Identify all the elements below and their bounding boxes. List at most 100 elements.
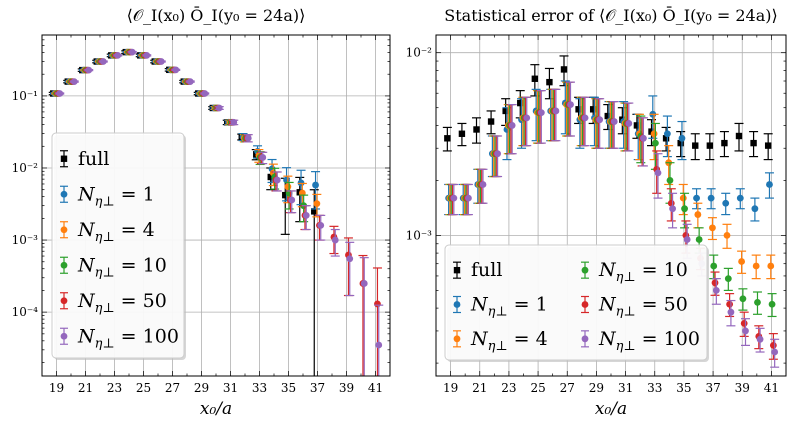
x-tick-label: 19 <box>443 381 458 395</box>
legend-entry-n10: Nη⊥ = 10 <box>581 259 688 285</box>
x-tick-label: 19 <box>49 381 64 395</box>
data-point <box>502 107 509 115</box>
data-point <box>712 287 720 294</box>
data-point <box>768 300 776 308</box>
data-point <box>723 232 731 239</box>
data-point <box>767 262 775 270</box>
data-point <box>722 199 730 207</box>
y-tick-label: 10⁻¹ <box>12 89 38 103</box>
x-tick-label: 37 <box>310 381 325 395</box>
x-tick-label: 41 <box>368 381 383 395</box>
data-point <box>444 135 451 142</box>
data-point <box>663 130 671 138</box>
data-point <box>465 194 472 202</box>
data-point <box>669 205 676 213</box>
data-point <box>215 104 223 112</box>
legend-entry-n100: Nη⊥ = 100 <box>60 325 179 351</box>
legend-label: full <box>471 259 502 281</box>
data-point <box>581 114 589 122</box>
legend-label: full <box>78 148 109 170</box>
legend-marker <box>60 190 68 198</box>
legend-label: Nη⊥ = 50 <box>77 290 167 316</box>
data-point <box>662 135 670 142</box>
x-tick-label: 33 <box>647 381 662 395</box>
series-n100 <box>55 48 384 376</box>
data-point <box>302 211 310 219</box>
data-point <box>508 122 516 129</box>
data-point <box>752 262 760 270</box>
data-point <box>771 348 779 356</box>
legend-label: Nη⊥ = 100 <box>598 328 700 354</box>
legend-label: Nη⊥ = 100 <box>77 325 179 351</box>
data-point <box>70 78 78 85</box>
x-axis-label-2: x₀/a <box>595 399 627 419</box>
legend-label: Nη⊥ = 50 <box>598 294 688 320</box>
data-point <box>751 205 759 213</box>
x-tick-label: 27 <box>165 381 180 395</box>
data-point <box>726 300 734 308</box>
data-point <box>710 262 718 270</box>
x-tick-label: 31 <box>618 381 633 395</box>
legend-marker <box>453 335 461 343</box>
data-point <box>596 116 604 124</box>
data-point <box>769 341 777 349</box>
data-point <box>537 109 545 117</box>
data-point <box>284 183 292 191</box>
data-point <box>650 130 658 138</box>
data-point <box>331 236 339 244</box>
x-tick-label: 23 <box>107 381 122 395</box>
legend-entry-full: full <box>453 259 502 281</box>
data-point <box>589 106 597 113</box>
data-point <box>666 177 674 184</box>
x-tick-label: 41 <box>764 381 779 395</box>
data-point <box>756 335 764 343</box>
data-point <box>450 194 458 202</box>
legend-box <box>444 244 708 361</box>
data-point <box>273 176 281 184</box>
legend-box <box>51 132 185 359</box>
chart-title-2: Statistical error of ⟨𝒪_I(x₀) Ō_I(y₀ = 2… <box>444 5 777 25</box>
data-point <box>610 118 618 125</box>
data-point <box>727 308 735 316</box>
data-point <box>114 51 122 59</box>
data-point <box>738 258 745 265</box>
data-point <box>706 142 714 149</box>
data-point <box>346 255 354 263</box>
legend-entry-n10: Nη⊥ = 10 <box>60 254 167 280</box>
series-n1 <box>444 80 774 222</box>
legend-marker <box>453 266 461 274</box>
legend-entry-n50: Nη⊥ = 50 <box>581 294 688 320</box>
data-point <box>654 169 662 177</box>
data-point <box>560 66 568 73</box>
x-tick-label: 35 <box>676 381 691 395</box>
data-point <box>313 200 321 208</box>
data-point <box>360 280 368 287</box>
x-tick-label: 33 <box>252 381 267 395</box>
x-tick-label: 27 <box>560 381 575 395</box>
data-point <box>487 118 495 125</box>
data-point <box>694 211 702 218</box>
x-tick-label: 23 <box>501 381 516 395</box>
legend-entry-n1: Nη⊥ = 1 <box>453 294 548 320</box>
legend-marker <box>60 297 68 305</box>
legend-entry-n4: Nη⊥ = 4 <box>453 328 548 354</box>
data-point <box>742 327 749 335</box>
x-tick-label: 37 <box>705 381 720 395</box>
data-point <box>157 58 165 65</box>
data-point <box>633 122 641 129</box>
legend-marker <box>60 226 68 234</box>
data-point <box>317 221 325 229</box>
legend-entry-full: full <box>60 148 109 170</box>
data-point <box>750 139 757 147</box>
chart-title-1: ⟨𝒪_I(x₀) Ō_I(y₀ = 24a)⟩ <box>127 5 306 25</box>
x-tick-label: 29 <box>589 381 604 395</box>
data-point <box>172 66 180 74</box>
data-point <box>693 194 700 202</box>
legend-marker <box>60 155 68 162</box>
y-tick-label: 10⁻³ <box>406 228 433 242</box>
data-point <box>711 279 719 287</box>
legend-marker <box>581 335 589 343</box>
legend-label: Nη⊥ = 10 <box>598 259 688 285</box>
data-point <box>739 295 747 303</box>
data-point <box>764 142 772 149</box>
